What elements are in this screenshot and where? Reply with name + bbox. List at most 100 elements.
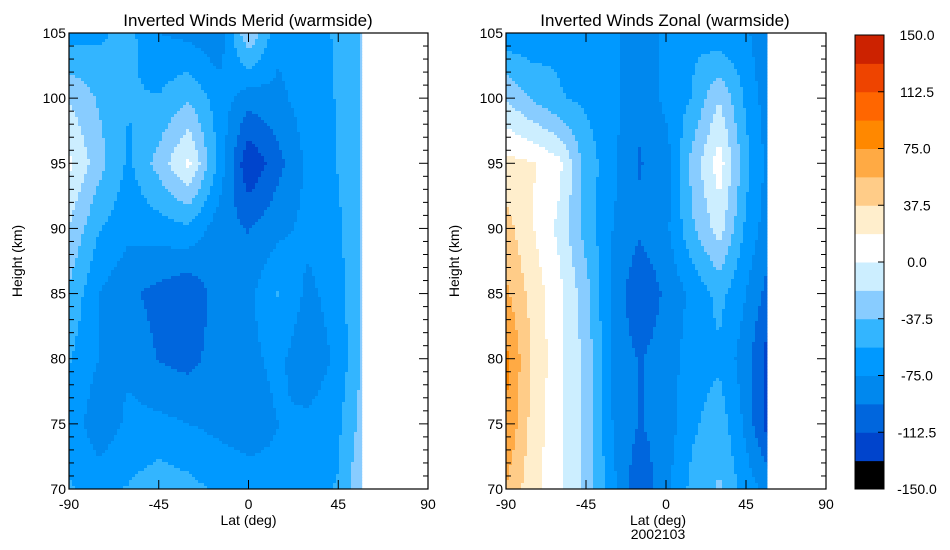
- contour-cell: [123, 66, 127, 70]
- contour-cell: [102, 237, 106, 241]
- contour-cell: [126, 459, 130, 463]
- contour-cell: [138, 249, 142, 253]
- contour-cell: [144, 276, 148, 280]
- contour-cell: [72, 222, 76, 226]
- contour-cell: [135, 453, 139, 457]
- contour-cell: [99, 345, 103, 349]
- contour-cell: [138, 318, 142, 322]
- contour-cell: [129, 153, 133, 157]
- contour-cell: [156, 78, 160, 82]
- contour-cell: [135, 102, 139, 106]
- contour-cell: [78, 90, 82, 94]
- contour-cell: [75, 351, 79, 355]
- contour-cell: [132, 405, 136, 409]
- contour-cell: [138, 96, 142, 100]
- contour-cell: [129, 306, 133, 310]
- contour-cell: [99, 126, 103, 130]
- contour-cell: [75, 354, 79, 358]
- contour-cell: [141, 192, 145, 196]
- contour-cell: [108, 465, 112, 469]
- contour-cell: [78, 96, 82, 100]
- contour-cell: [81, 390, 85, 394]
- contour-cell: [75, 393, 79, 397]
- contour-cell: [72, 285, 76, 289]
- contour-cell: [90, 138, 94, 142]
- contour-cell: [105, 336, 109, 340]
- contour-cell: [78, 42, 82, 46]
- contour-cell: [111, 108, 115, 112]
- contour-cell: [153, 330, 157, 334]
- contour-cell: [93, 249, 97, 253]
- contour-cell: [132, 69, 136, 73]
- contour-cell: [81, 108, 85, 112]
- contour-cell: [135, 468, 139, 472]
- contour-cell: [156, 462, 160, 466]
- contour-cell: [132, 477, 136, 481]
- contour-cell: [105, 270, 109, 274]
- contour-cell: [117, 258, 121, 262]
- contour-cell: [90, 387, 94, 391]
- contour-cell: [90, 372, 94, 376]
- contour-cell: [99, 60, 103, 64]
- contour-cell: [120, 246, 124, 250]
- contour-cell: [129, 99, 133, 103]
- contour-cell: [87, 78, 91, 82]
- contour-cell: [117, 414, 121, 418]
- contour-cell: [144, 249, 148, 253]
- contour-cell: [138, 75, 142, 79]
- contour-cell: [120, 282, 124, 286]
- contour-cell: [93, 294, 97, 298]
- contour-cell: [135, 39, 139, 43]
- contour-cell: [141, 408, 145, 412]
- contour-cell: [126, 282, 130, 286]
- contour-cell: [120, 465, 124, 469]
- contour-cell: [87, 390, 91, 394]
- contour-cell: [108, 168, 112, 172]
- contour-cell: [144, 315, 148, 319]
- contour-cell: [102, 402, 106, 406]
- contour-cell: [129, 123, 133, 127]
- contour-cell: [81, 90, 85, 94]
- contour-cell: [144, 42, 148, 46]
- contour-cell: [147, 204, 151, 208]
- contour-cell: [135, 120, 139, 124]
- contour-cell: [99, 336, 103, 340]
- contour-cell: [117, 57, 121, 61]
- contour-cell: [78, 51, 82, 55]
- contour-cell: [150, 204, 154, 208]
- contour-cell: [96, 468, 100, 472]
- contour-cell: [117, 219, 121, 223]
- contour-cell: [117, 51, 121, 55]
- contour-cell: [117, 162, 121, 166]
- contour-cell: [117, 351, 121, 355]
- contour-cell: [90, 411, 94, 415]
- contour-cell: [105, 297, 109, 301]
- contour-cell: [117, 129, 121, 133]
- contour-cell: [141, 387, 145, 391]
- contour-cell: [108, 330, 112, 334]
- contour-cell: [138, 447, 142, 451]
- contour-cell: [84, 423, 88, 427]
- contour-cell: [75, 183, 79, 187]
- contour-cell: [147, 282, 151, 286]
- contour-cell: [93, 93, 97, 97]
- contour-cell: [81, 231, 85, 235]
- contour-cell: [84, 153, 88, 157]
- contour-cell: [126, 42, 130, 46]
- contour-cell: [120, 138, 124, 142]
- contour-cell: [147, 321, 151, 325]
- contour-cell: [81, 48, 85, 52]
- contour-cell: [111, 168, 115, 172]
- contour-cell: [108, 171, 112, 175]
- contour-cell: [147, 369, 151, 373]
- contour-cell: [84, 360, 88, 364]
- contour-cell: [126, 399, 130, 403]
- contour-cell: [90, 150, 94, 154]
- contour-cell: [105, 378, 109, 382]
- contour-cell: [147, 429, 151, 433]
- contour-cell: [93, 201, 97, 205]
- contour-cell: [123, 252, 127, 256]
- contour-cell: [108, 279, 112, 283]
- contour-cell: [141, 102, 145, 106]
- contour-cell: [78, 159, 82, 163]
